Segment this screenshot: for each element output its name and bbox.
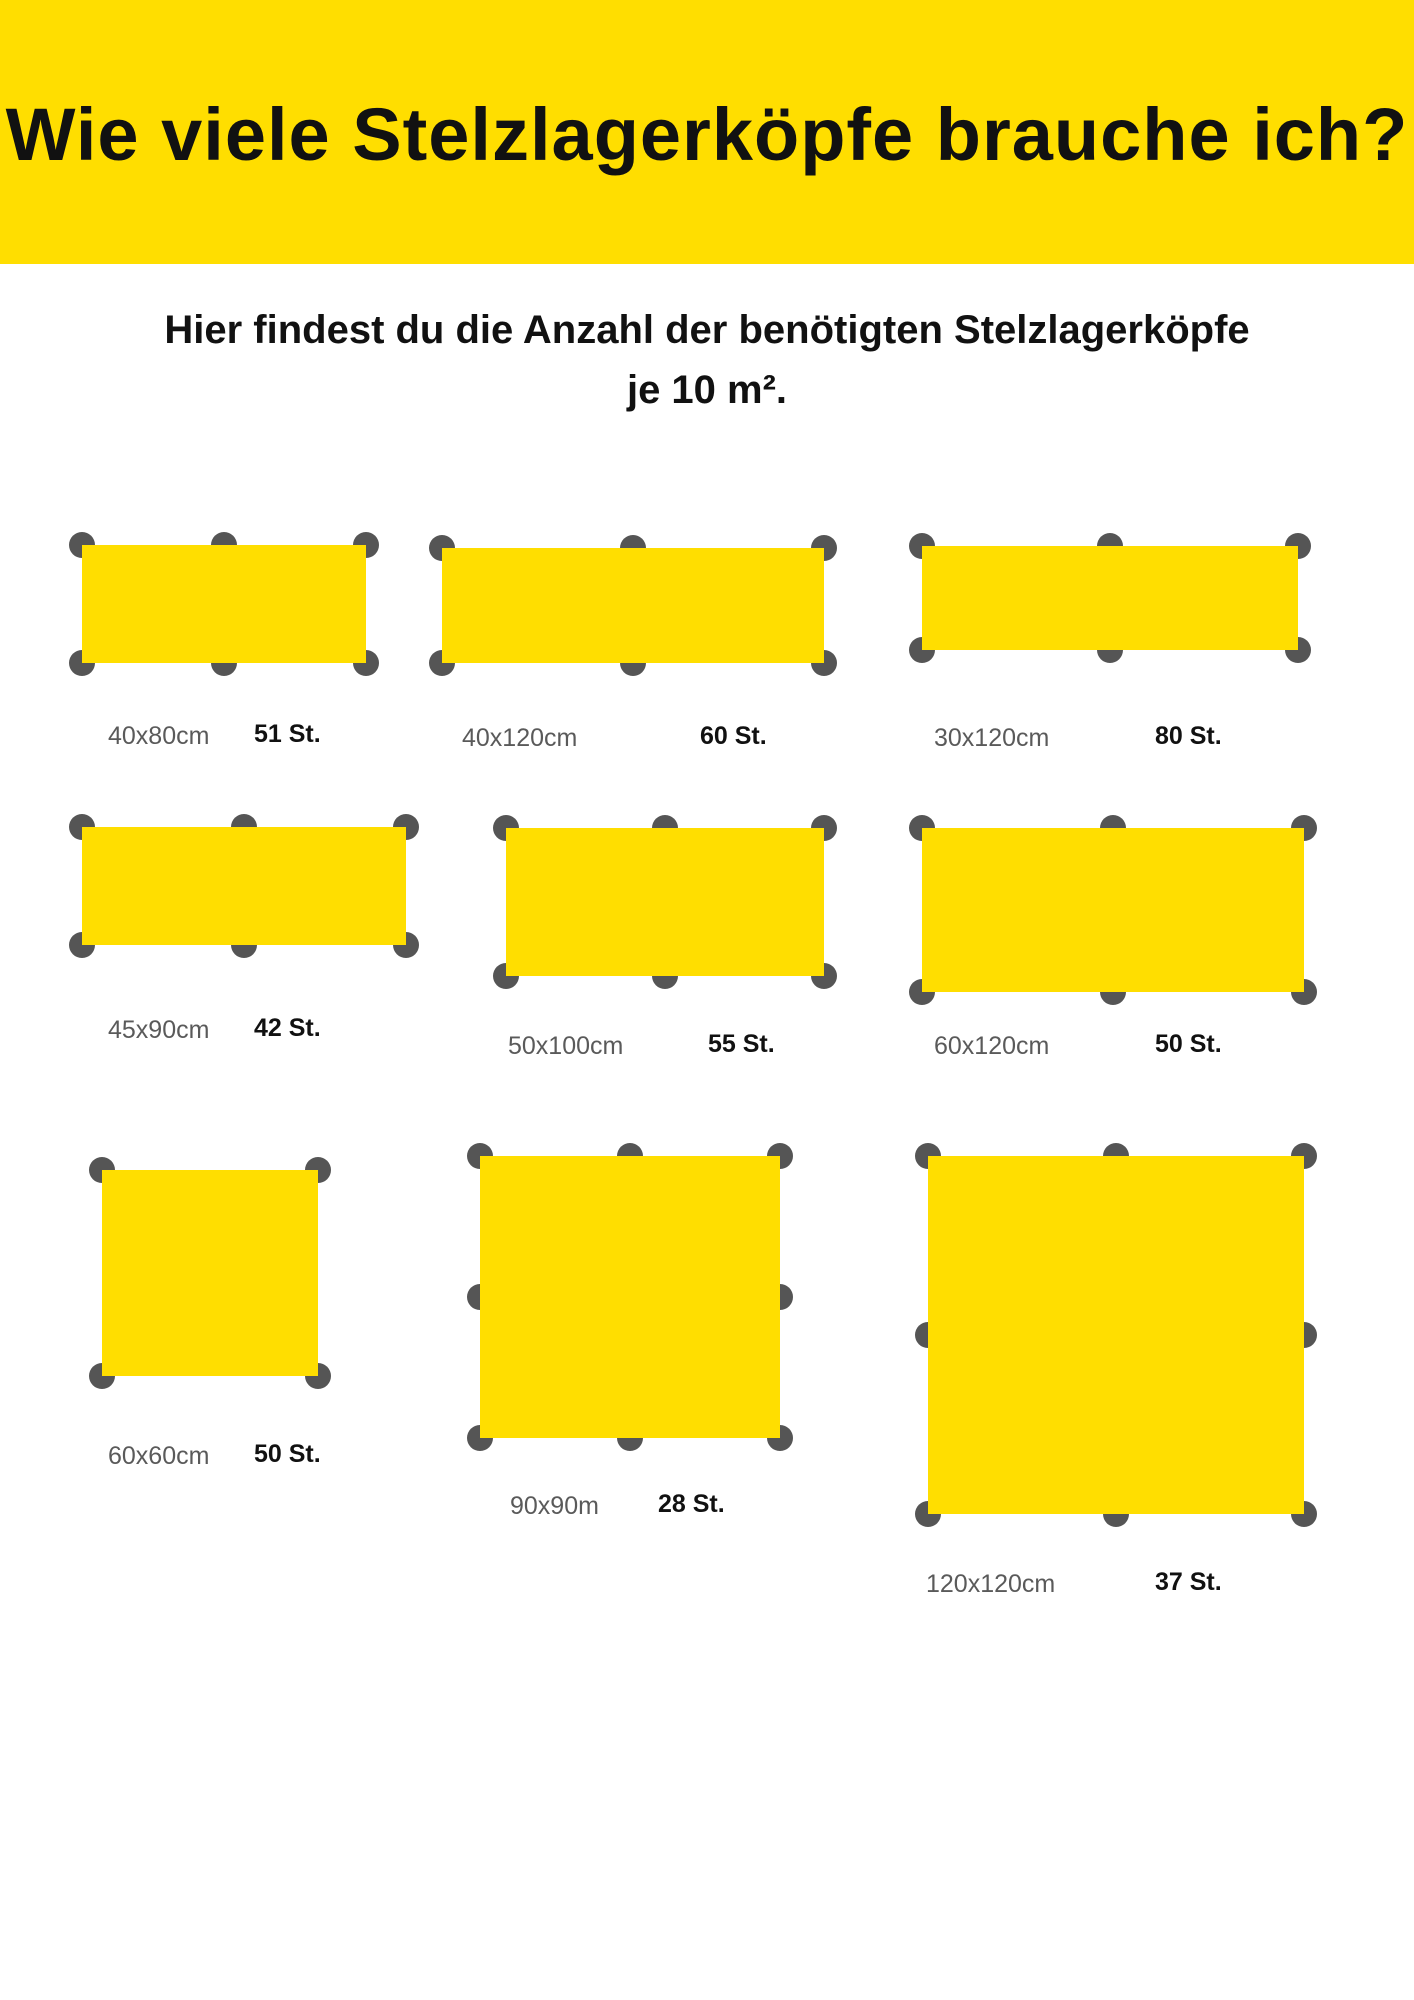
tile-size-label: 50x100cm <box>508 1032 624 1060</box>
tile-diagram-90x90m <box>467 1143 793 1451</box>
tile-diagram-120x120cm <box>915 1143 1317 1527</box>
subtitle-line-2: je 10 m². <box>626 368 788 412</box>
tile-count-label: 55 St. <box>708 1030 775 1058</box>
tile-rect <box>442 548 824 663</box>
tile-rect <box>82 545 366 663</box>
tile-diagram-45x90cm <box>69 814 419 958</box>
tile-rect <box>480 1156 780 1438</box>
tile-diagram-50x100cm <box>493 815 837 989</box>
tile-count-label: 37 St. <box>1155 1568 1222 1596</box>
tile-count-label: 51 St. <box>254 720 321 748</box>
tile-size-label: 120x120cm <box>926 1570 1056 1598</box>
tile-diagram-60x120cm <box>909 815 1317 1005</box>
subtitle-line-1: Hier findest du die Anzahl der benötigte… <box>164 308 1250 352</box>
tile-rect <box>506 828 824 976</box>
header-banner: Wie viele Stelzlagerköpfe brauche ich? <box>0 0 1414 264</box>
tile-size-label: 40x80cm <box>108 722 210 750</box>
tile-diagram-40x80cm <box>69 532 379 676</box>
tile-diagram-60x60cm <box>89 1157 331 1389</box>
tile-rect <box>82 827 406 945</box>
tile-count-label: 42 St. <box>254 1014 321 1042</box>
tile-rect <box>922 828 1304 992</box>
tile-count-label: 28 St. <box>658 1490 725 1518</box>
tile-count-label: 50 St. <box>254 1440 321 1468</box>
tile-rect <box>102 1170 318 1376</box>
tile-size-label: 40x120cm <box>462 724 578 752</box>
tile-diagram-30x120cm <box>909 533 1311 663</box>
tile-diagram-40x120cm <box>429 535 837 676</box>
tile-rect <box>922 546 1298 650</box>
tile-size-label: 90x90m <box>510 1492 599 1520</box>
subtitle: Hier findest du die Anzahl der benötigte… <box>40 300 1374 420</box>
tile-count-label: 50 St. <box>1155 1030 1222 1058</box>
tile-size-label: 45x90cm <box>108 1016 210 1044</box>
tile-count-label: 80 St. <box>1155 722 1222 750</box>
page-title: Wie viele Stelzlagerköpfe brauche ich? <box>5 93 1409 176</box>
tile-rect <box>928 1156 1304 1514</box>
tile-size-label: 60x60cm <box>108 1442 210 1470</box>
tile-size-label: 60x120cm <box>934 1032 1050 1060</box>
tile-size-label: 30x120cm <box>934 724 1050 752</box>
tile-count-label: 60 St. <box>700 722 767 750</box>
